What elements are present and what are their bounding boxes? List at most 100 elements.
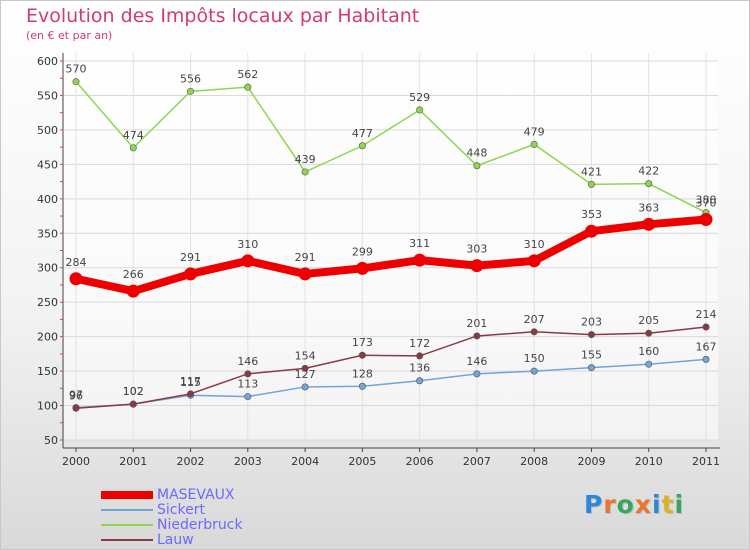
point-masevaux bbox=[184, 267, 198, 281]
series-line-lauw bbox=[75, 326, 707, 410]
data-label-sickert: 160 bbox=[638, 345, 659, 358]
y-tick-label: 50 bbox=[44, 434, 58, 447]
point-lauw bbox=[72, 404, 80, 412]
point-sickert bbox=[416, 377, 424, 385]
point-niederbruck bbox=[416, 106, 424, 114]
data-label-masevaux: 303 bbox=[466, 243, 487, 256]
x-tick-label: 2004 bbox=[291, 455, 319, 468]
legend-label: MASEVAUX bbox=[157, 487, 235, 503]
data-label-sickert: 150 bbox=[524, 352, 545, 365]
x-tick-label: 2002 bbox=[177, 455, 205, 468]
point-sickert bbox=[645, 360, 653, 368]
legend-label: Sickert bbox=[157, 502, 205, 518]
point-lauw bbox=[530, 328, 538, 336]
point-lauw bbox=[358, 351, 366, 359]
point-lauw bbox=[587, 331, 595, 339]
point-sickert bbox=[530, 367, 538, 375]
y-tick-label: 400 bbox=[37, 193, 58, 206]
data-label-sickert: 155 bbox=[581, 349, 602, 362]
logo-letter: P bbox=[584, 490, 604, 519]
data-label-sickert: 102 bbox=[123, 385, 144, 398]
data-label-sickert: 128 bbox=[352, 367, 373, 380]
y-tick-label: 150 bbox=[37, 365, 58, 378]
legend-label: Lauw bbox=[157, 532, 194, 548]
x-tick-label: 2011 bbox=[692, 455, 720, 468]
point-lauw bbox=[301, 364, 309, 372]
data-label-masevaux: 310 bbox=[237, 238, 258, 251]
point-masevaux bbox=[241, 254, 255, 268]
point-lauw bbox=[416, 352, 424, 360]
x-tick-label: 2005 bbox=[348, 455, 376, 468]
data-label-masevaux: 299 bbox=[352, 245, 373, 258]
point-sickert bbox=[244, 393, 252, 401]
x-tick-label: 2008 bbox=[520, 455, 548, 468]
point-lauw bbox=[645, 329, 653, 337]
legend-swatch bbox=[101, 539, 153, 541]
point-niederbruck bbox=[187, 87, 195, 95]
x-tick-label: 2010 bbox=[635, 455, 663, 468]
data-label-niederbruck: 562 bbox=[237, 68, 258, 81]
legend-swatch bbox=[101, 524, 153, 526]
data-label-sickert: 136 bbox=[409, 362, 430, 375]
plot-area bbox=[64, 53, 718, 440]
legend-item-lauw: Lauw bbox=[101, 532, 194, 548]
point-masevaux bbox=[642, 217, 656, 231]
point-masevaux bbox=[470, 259, 484, 273]
point-niederbruck bbox=[129, 144, 137, 152]
legend-swatch bbox=[101, 491, 153, 499]
data-label-masevaux: 284 bbox=[66, 256, 87, 269]
point-masevaux bbox=[69, 272, 83, 286]
y-tick-label: 600 bbox=[37, 55, 58, 68]
y-tick-label: 100 bbox=[37, 400, 58, 413]
logo-letter: i bbox=[674, 490, 685, 519]
logo-letter: t bbox=[661, 490, 675, 519]
series-line-sickert bbox=[75, 358, 707, 409]
point-niederbruck bbox=[244, 83, 252, 91]
point-sickert bbox=[301, 383, 309, 391]
point-sickert bbox=[587, 364, 595, 372]
y-tick-label: 450 bbox=[37, 158, 58, 171]
series-line-masevaux bbox=[72, 215, 710, 296]
point-masevaux bbox=[126, 284, 140, 298]
data-label-niederbruck: 448 bbox=[466, 147, 487, 160]
proxiti-logo: Proxiti bbox=[584, 490, 684, 519]
legend-swatch bbox=[101, 509, 153, 511]
data-label-niederbruck: 479 bbox=[524, 125, 545, 138]
point-masevaux bbox=[413, 253, 427, 267]
data-label-masevaux: 266 bbox=[123, 268, 144, 281]
data-label-masevaux: 310 bbox=[524, 238, 545, 251]
logo-letter: x bbox=[634, 490, 652, 519]
point-lauw bbox=[129, 400, 137, 408]
data-label-niederbruck: 529 bbox=[409, 91, 430, 104]
point-masevaux bbox=[298, 267, 312, 281]
data-label-niederbruck: 439 bbox=[295, 153, 316, 166]
data-label-lauw: 214 bbox=[696, 308, 717, 321]
x-tick-label: 2009 bbox=[577, 455, 605, 468]
point-niederbruck bbox=[72, 78, 80, 86]
data-label-masevaux: 291 bbox=[180, 251, 201, 264]
data-label-lauw: 154 bbox=[295, 349, 316, 362]
point-sickert bbox=[702, 355, 710, 363]
chart-subtitle: (en € et par an) bbox=[26, 29, 113, 42]
data-label-lauw: 102 bbox=[123, 385, 144, 398]
legend-item-masevaux: MASEVAUX bbox=[101, 487, 235, 503]
data-label-masevaux: 363 bbox=[638, 201, 659, 214]
data-label-lauw: 201 bbox=[466, 317, 487, 330]
data-label-lauw: 173 bbox=[352, 336, 373, 349]
point-masevaux bbox=[527, 254, 541, 268]
data-label-lauw: 117 bbox=[180, 375, 201, 388]
x-tick-label: 2003 bbox=[234, 455, 262, 468]
logo-letter: o bbox=[616, 490, 635, 519]
point-lauw bbox=[187, 390, 195, 398]
y-tick-label: 200 bbox=[37, 331, 58, 344]
data-label-sickert: 113 bbox=[237, 378, 258, 391]
data-label-niederbruck: 422 bbox=[638, 165, 659, 178]
point-niederbruck bbox=[301, 168, 309, 176]
chart-title: Evolution des Impôts locaux par Habitant bbox=[26, 5, 420, 27]
data-label-masevaux: 370 bbox=[696, 196, 717, 209]
point-lauw bbox=[473, 332, 481, 340]
point-masevaux bbox=[699, 212, 713, 226]
point-niederbruck bbox=[473, 162, 481, 170]
data-label-lauw: 205 bbox=[638, 314, 659, 327]
